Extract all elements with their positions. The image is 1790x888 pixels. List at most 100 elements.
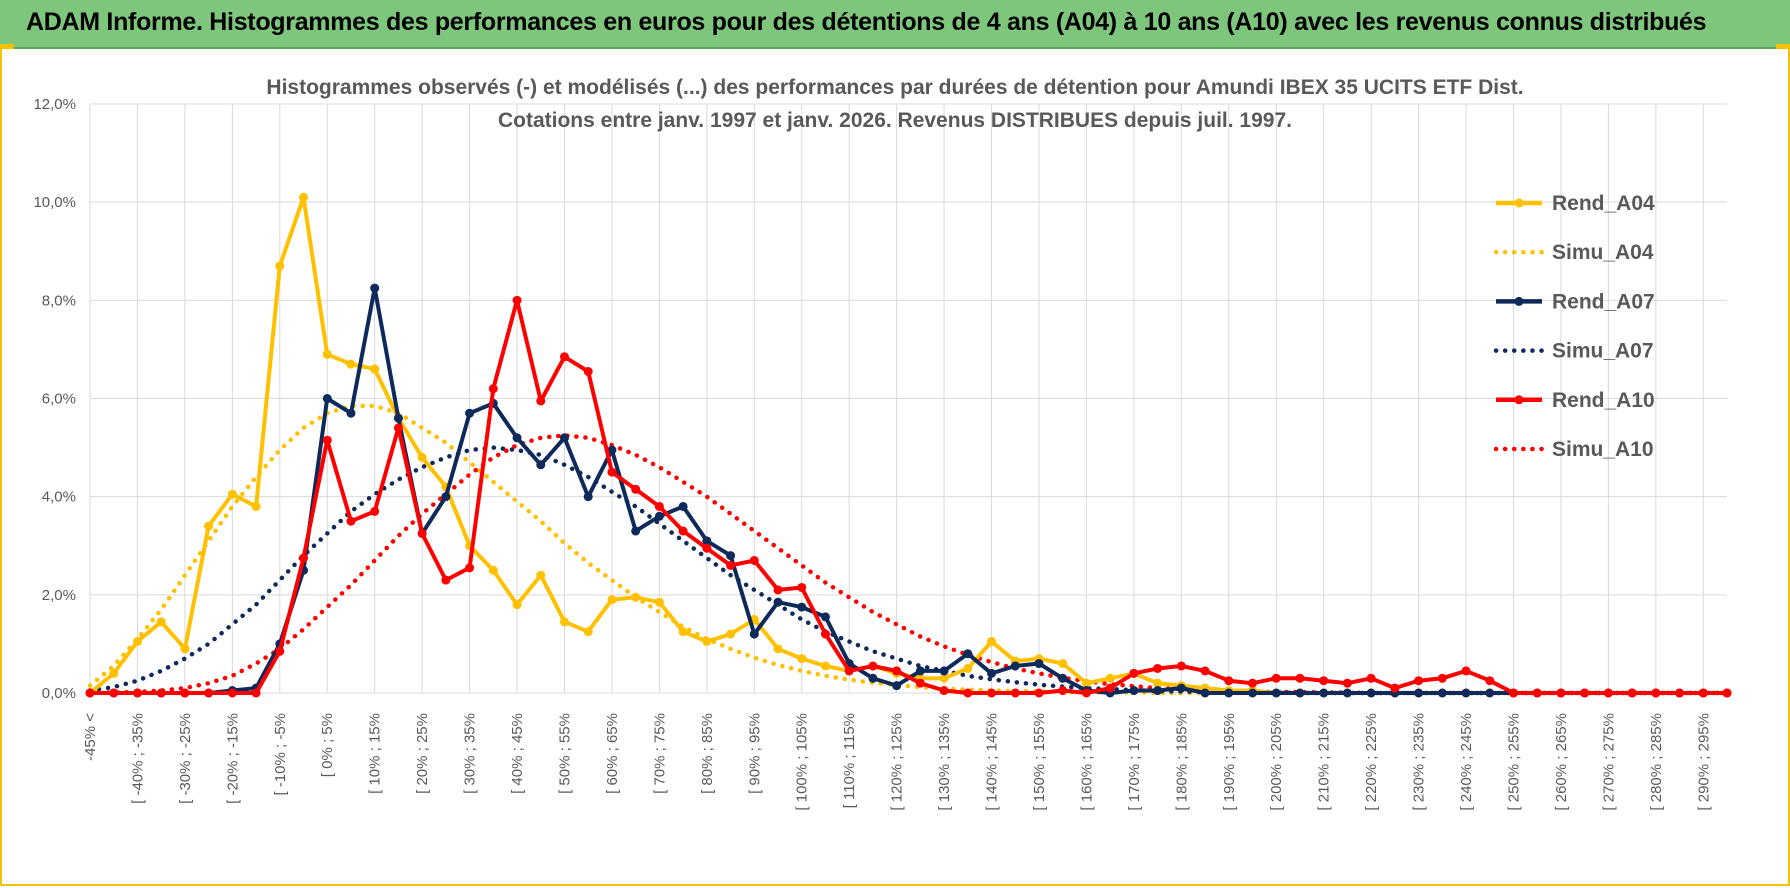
data-point (1627, 688, 1637, 698)
data-point (678, 526, 688, 536)
y-tick-label: 0,0% (42, 685, 76, 702)
x-tick-label: [ 0% ; 5% (319, 713, 336, 777)
data-point (441, 575, 451, 585)
data-point (915, 666, 925, 676)
x-tick-label: [ 280% ; 285% (1648, 713, 1665, 811)
corner-mark-right (1776, 44, 1790, 49)
data-point (1081, 678, 1091, 688)
data-point (465, 408, 475, 418)
data-point (370, 506, 380, 516)
data-point (180, 688, 190, 698)
data-point (1485, 676, 1495, 686)
data-point (109, 688, 119, 698)
series-line (90, 286, 1727, 695)
legend-item: Simu_A07 (1493, 340, 1654, 363)
y-tick-label: 2,0% (42, 587, 76, 604)
x-tick-label: [ 160% ; 165% (1078, 713, 1095, 811)
data-point (773, 644, 783, 654)
x-tick-label: [ 110% ; 115% (841, 713, 858, 808)
data-point (892, 666, 902, 676)
data-point (1034, 688, 1044, 698)
data-point (1200, 666, 1210, 676)
data-point (1058, 659, 1068, 669)
data-point (654, 501, 664, 511)
x-tick-label: [ 60% ; 65% (604, 713, 621, 794)
series-simu-a04 (87, 403, 1730, 696)
x-tick-label: [ -40% ; -35% (129, 713, 146, 804)
data-point (1390, 683, 1400, 693)
data-point (1248, 688, 1258, 698)
data-point (1176, 661, 1186, 671)
data-point (299, 553, 309, 563)
data-point (1556, 688, 1566, 698)
data-point (1295, 688, 1305, 698)
legend-item: Rend_A04 (1496, 192, 1655, 215)
data-point (346, 359, 356, 369)
x-tick-label: [ 210% ; 215% (1316, 713, 1333, 811)
data-point (654, 597, 664, 607)
series-line (87, 445, 1730, 696)
data-point (1129, 668, 1139, 678)
x-axis-ticks: -45% < [ -40% ; -35% [ -30% ; -25% [ -20% ;… (82, 713, 1712, 811)
x-tick-label: [ -30% ; -25% (177, 713, 194, 804)
data-point (1248, 678, 1258, 688)
data-point (1271, 673, 1281, 683)
legend-item: Rend_A10 (1496, 389, 1655, 412)
x-tick-label: [ 250% ; 255% (1505, 713, 1522, 811)
data-point (583, 367, 593, 377)
data-point (702, 636, 712, 646)
x-tick-label: [ -10% ; -5% (272, 713, 289, 796)
legend-label: Simu_A07 (1552, 340, 1654, 363)
data-point (1532, 688, 1542, 698)
data-point (1271, 688, 1281, 698)
data-point (1437, 673, 1447, 683)
data-point (654, 511, 664, 521)
data-point (1295, 673, 1305, 683)
data-point (393, 423, 403, 433)
data-point (417, 452, 427, 462)
x-tick-label: [ 180% ; 185% (1173, 713, 1190, 811)
data-point (820, 629, 830, 639)
data-point (583, 627, 593, 637)
data-point (1603, 688, 1613, 698)
data-point (1010, 661, 1020, 671)
data-point (156, 617, 166, 627)
x-tick-label: [ 20% ; 25% (414, 713, 431, 794)
data-point (963, 688, 973, 698)
data-point (559, 617, 569, 627)
data-point (1366, 673, 1376, 683)
data-point (939, 666, 949, 676)
chart-grid (89, 103, 1727, 694)
y-tick-label: 10,0% (33, 194, 76, 211)
data-point (987, 636, 997, 646)
data-point (322, 394, 332, 403)
data-point (726, 560, 736, 570)
data-point (536, 570, 546, 580)
data-point (1580, 688, 1590, 698)
series-rend-a10 (85, 295, 1732, 698)
data-point (465, 563, 475, 573)
data-point (678, 501, 688, 511)
data-point (773, 597, 783, 607)
data-point (536, 460, 546, 470)
series-simu-a10 (87, 433, 1730, 696)
x-tick-label: [ 80% ; 85% (699, 713, 716, 794)
data-point (512, 600, 522, 610)
data-point (726, 551, 736, 561)
data-point (227, 489, 237, 499)
data-point (559, 433, 569, 443)
data-point (631, 484, 641, 494)
data-point (512, 433, 522, 443)
data-point (1366, 688, 1376, 698)
series-line (87, 403, 1730, 696)
legend-label: Simu_A04 (1552, 241, 1654, 264)
data-point (987, 688, 997, 698)
data-point (1010, 688, 1020, 698)
data-point (797, 654, 807, 664)
x-tick-label: -45% < (82, 713, 99, 761)
x-tick-label: [ 290% ; 295% (1695, 713, 1712, 811)
data-point (939, 686, 949, 696)
series-line (90, 298, 1727, 695)
